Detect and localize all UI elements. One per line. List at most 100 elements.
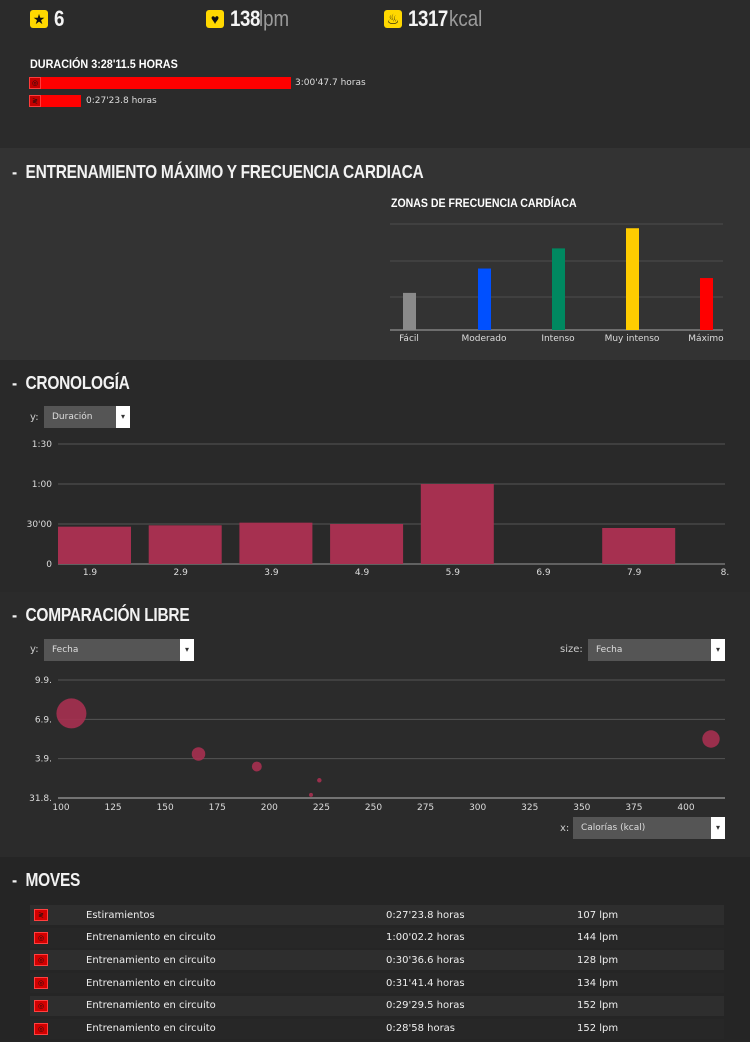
x-tick-label: 2.9 (174, 568, 189, 578)
x-tick-label: 4.9 (355, 568, 370, 578)
x-tick-label: 250 (365, 803, 382, 810)
stars-stat: ★ 6 (30, 5, 66, 33)
bar (239, 522, 313, 564)
bar (478, 268, 491, 330)
duration-label: DURACIÓN 3:28'11.5 HORAS (30, 57, 178, 71)
moves-section: - MOVES ≷ Estiramientos 0:27'23.8 horas 107 … (0, 857, 750, 1042)
y-tick-label: 1:30 (32, 440, 52, 450)
move-duration: 0:29'29.5 horas (386, 1000, 465, 1012)
bar (700, 278, 713, 330)
move-heart-rate: 144 lpm (577, 932, 619, 944)
section-title: - MOVES (12, 870, 81, 890)
y-tick-label: 31.8. (29, 794, 52, 804)
stretch-icon: ≷ (34, 909, 48, 921)
data-point (56, 698, 87, 729)
stretch-icon: ≷ (29, 95, 41, 107)
x-tick-label: 5.9 (446, 568, 461, 578)
y-axis-select[interactable]: Duración ▾ (44, 406, 130, 428)
circuit-icon: ◎ (34, 931, 48, 944)
section-title: - COMPARACIÓN LIBRE (12, 605, 190, 625)
bar (148, 525, 222, 564)
move-duration: 0:27'23.8 horas (386, 909, 465, 921)
duration-bar-row: ◎ 3:00'47.7 horas (29, 77, 366, 89)
duration-bar-row: ≷ 0:27'23.8 horas (29, 95, 157, 107)
x-tick-label: 6.9 (536, 568, 551, 578)
move-name: Entrenamiento en circuito (86, 954, 216, 966)
y-axis-select-value: Fecha (52, 645, 79, 655)
y-axis-select-value: Duración (52, 412, 93, 422)
summary-section: ★ 6 ♥ 138 lpm ♨ 1317 kcal DURACIÓN 3:28'… (0, 0, 750, 148)
chevron-down-icon[interactable]: ▾ (711, 639, 725, 661)
size-select[interactable]: Fecha ▾ (588, 639, 725, 661)
bar (552, 248, 565, 330)
chronology-chart: 0 30'00 1:00 1:30 1.9 2.9 3.9 4.9 5.9 6.9 7.9 8. (27, 440, 730, 578)
section-title: - ENTRENAMIENTO MÁXIMO Y FRECUENCIA CARDI… (12, 162, 424, 182)
bar (403, 292, 416, 330)
hr-zones-chart-title: ZONAS DE FRECUENCIA CARDÍACA (391, 196, 577, 210)
duration-bar (41, 95, 81, 107)
move-duration: 0:28'58 horas (386, 1023, 456, 1034)
tick-label: Máximo (688, 334, 724, 344)
y-tick-label: 6.9. (35, 715, 52, 725)
x-axis-select[interactable]: Calorías (kcal) ▾ (573, 817, 725, 839)
tick-label: Moderado (462, 334, 507, 344)
chronology-section: - CRONOLOGÍA y: Duración ▾ 0 30'00 1:00 1:30… (0, 360, 750, 592)
hr-zones-chart: Fácil Moderado Intenso Muy intenso Máximo (390, 223, 724, 344)
move-name: Entrenamiento en circuito (86, 977, 216, 989)
y-tick-label: 1:00 (32, 480, 52, 490)
tick-label: Intenso (541, 334, 575, 344)
move-row[interactable]: ◎ Entrenamiento en circuito 0:30'36.6 hora… (30, 950, 724, 971)
bar (58, 526, 131, 564)
move-row[interactable]: ◎ Entrenamiento en circuito 0:28'58 horas 1… (30, 1018, 724, 1039)
section-title-text: COMPARACIÓN LIBRE (25, 605, 190, 625)
calories-stat: ♨ 1317 kcal (384, 5, 488, 33)
duration-bar-text: 0:27'23.8 horas (86, 96, 157, 106)
heart-icon: ♥ (206, 10, 224, 28)
x-tick-label: 3.9 (264, 568, 279, 578)
x-tick-label: 375 (625, 803, 642, 810)
chevron-down-icon[interactable]: ▾ (711, 817, 725, 839)
x-tick-label: 175 (209, 803, 226, 810)
y-tick-label: 3.9. (35, 755, 52, 765)
circuit-icon: ◎ (34, 1022, 48, 1035)
heart-rate-stat: ♥ 138 lpm (206, 5, 295, 33)
calories-value: 1317 (408, 6, 448, 31)
section-title-text: ENTRENAMIENTO MÁXIMO Y FRECUENCIA CARDIA… (25, 162, 424, 182)
y-axis-selector-label: y: (30, 412, 39, 423)
stars-value: 6 (54, 6, 64, 31)
data-point (309, 792, 313, 797)
x-tick-label: 7.9 (627, 568, 642, 578)
move-row[interactable]: ◎ Entrenamiento en circuito 0:29'29.5 hora… (30, 995, 724, 1016)
x-tick-label: 100 (52, 803, 69, 810)
circuit-icon: ◎ (34, 999, 48, 1012)
max-training-section: - ENTRENAMIENTO MÁXIMO Y FRECUENCIA CARDI… (0, 148, 750, 360)
chevron-down-icon[interactable]: ▾ (116, 406, 130, 428)
move-duration: 0:31'41.4 horas (386, 977, 465, 989)
chevron-down-icon[interactable]: ▾ (180, 639, 194, 661)
y-tick-label: 9.9. (35, 676, 52, 686)
move-heart-rate: 152 lpm (577, 1000, 619, 1012)
move-heart-rate: 152 lpm (577, 1023, 619, 1034)
move-row[interactable]: ◎ Entrenamiento en circuito 0:31'41.4 hora… (30, 973, 724, 994)
x-tick-label: 300 (469, 803, 486, 810)
bar (602, 528, 676, 564)
move-heart-rate: 134 lpm (577, 977, 619, 989)
circuit-icon: ◎ (29, 77, 41, 89)
tick-label: Muy intenso (605, 334, 660, 344)
move-duration: 0:30'36.6 horas (386, 954, 465, 966)
x-axis-select-value: Calorías (kcal) (581, 823, 646, 833)
move-name: Estiramientos (86, 909, 155, 921)
data-point (191, 747, 206, 761)
data-point (317, 778, 322, 783)
y-tick-label: 0 (46, 560, 52, 570)
section-title: - CRONOLOGÍA (12, 373, 130, 393)
move-row[interactable]: ◎ Entrenamiento en circuito 1:00'02.2 hora… (30, 927, 724, 948)
y-axis-select[interactable]: Fecha ▾ (44, 639, 194, 661)
move-duration: 1:00'02.2 horas (386, 932, 465, 944)
circuit-icon: ◎ (34, 977, 48, 990)
x-tick-label: 150 (157, 803, 174, 810)
free-comparison-section: - COMPARACIÓN LIBRE y: Fecha ▾ size: Fech… (0, 592, 750, 857)
move-row[interactable]: ≷ Estiramientos 0:27'23.8 horas 107 lpm (30, 905, 724, 925)
section-title-text: MOVES (25, 870, 81, 890)
bar (330, 524, 404, 564)
